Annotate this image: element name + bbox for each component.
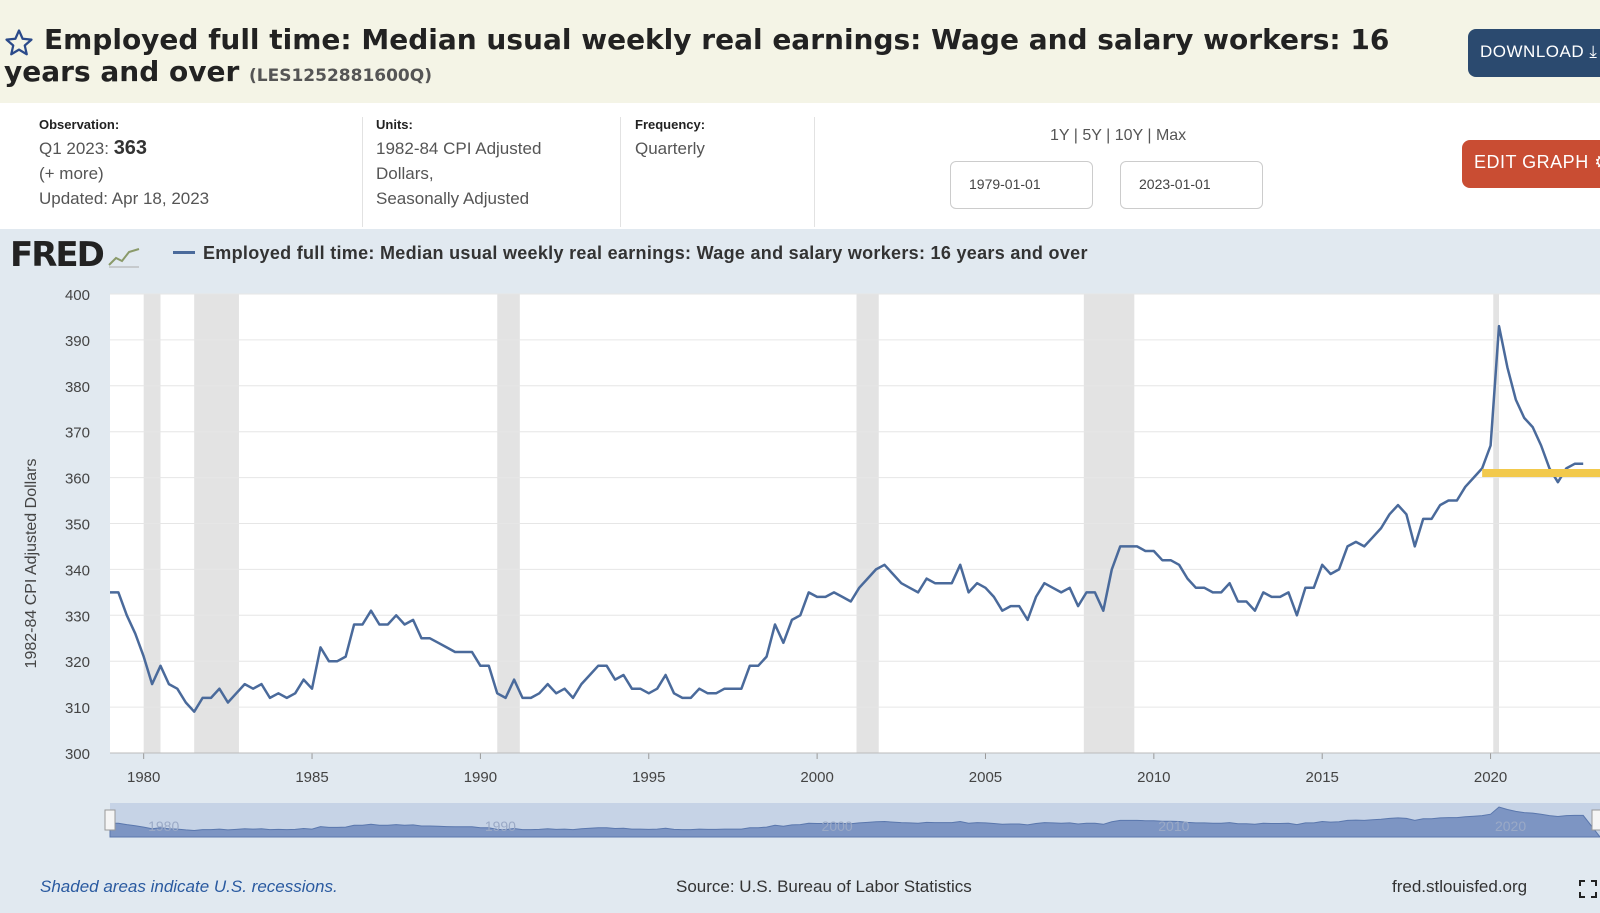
x-tick-label: 2020 xyxy=(1474,769,1507,786)
navigator-tick-label: 2020 xyxy=(1495,818,1526,834)
x-tick-label: 2000 xyxy=(800,769,833,786)
y-tick-label: 360 xyxy=(65,471,90,488)
y-tick-label: 300 xyxy=(65,746,90,763)
y-tick-label: 380 xyxy=(65,379,90,396)
chart-legend: Employed full time: Median usual weekly … xyxy=(173,243,1088,264)
recession-note: Shaded areas indicate U.S. recessions. xyxy=(40,877,338,896)
edit-graph-button[interactable]: EDIT GRAPH ⚙ xyxy=(1462,140,1600,188)
range-separator: | xyxy=(1106,127,1111,144)
series-line xyxy=(110,324,1584,713)
observation-block: Observation: Q1 2023: 363 (+ more) Updat… xyxy=(39,117,209,211)
download-label: DOWNLOAD xyxy=(1480,42,1585,61)
y-tick-label: 400 xyxy=(65,287,90,304)
units-line-1: 1982-84 CPI Adjusted xyxy=(376,139,542,158)
source-note: Source: U.S. Bureau of Labor Statistics xyxy=(676,877,972,896)
navigator-tick-label: 1980 xyxy=(148,818,179,834)
navigator-tick-label: 1990 xyxy=(485,818,516,834)
trend-icon xyxy=(108,247,140,267)
observation-value: 363 xyxy=(113,137,148,159)
edit-graph-label: EDIT GRAPH xyxy=(1474,152,1589,172)
legend-label: Employed full time: Median usual weekly … xyxy=(203,243,1088,263)
site-link[interactable]: fred.stlouisfed.org xyxy=(1392,877,1528,896)
range-5y-link[interactable]: 5Y xyxy=(1082,127,1102,144)
navigator-handle-right[interactable] xyxy=(1591,809,1600,831)
chart-area: 300 310 320 330 340 350 360 370 380 390 400 1980 198… xyxy=(0,229,1600,913)
units-block: Units: 1982-84 CPI Adjusted Dollars, Sea… xyxy=(376,117,541,211)
range-1y-link[interactable]: 1Y xyxy=(1050,127,1070,144)
x-tick-label: 1995 xyxy=(632,769,665,786)
observation-label: Observation: xyxy=(39,117,120,132)
navigator-handle-left[interactable] xyxy=(104,809,116,831)
range-separator: | xyxy=(1147,127,1152,144)
range-links: 1Y | 5Y | 10Y | Max xyxy=(1050,127,1186,145)
range-10y-link[interactable]: 10Y xyxy=(1114,127,1143,144)
x-tick-label: 1980 xyxy=(127,769,160,786)
frequency-value: Quarterly xyxy=(635,139,705,158)
y-tick-label: 370 xyxy=(65,425,90,442)
series-title: Employed full time: Median usual weekly … xyxy=(4,23,1390,88)
series-id: (LES1252881600Q) xyxy=(249,66,432,86)
navigator-tick-label: 2010 xyxy=(1158,818,1189,834)
x-tick-label: 2010 xyxy=(1137,769,1170,786)
star-outline-icon[interactable] xyxy=(4,28,34,58)
navigator-tick-label: 2000 xyxy=(822,818,853,834)
page-title: Employed full time: Median usual weekly … xyxy=(4,24,1444,92)
legend-swatch xyxy=(173,250,195,254)
units-label: Units: xyxy=(376,117,413,132)
frequency-block: Frequency: Quarterly xyxy=(635,117,705,161)
gear-icon: ⚙ xyxy=(1594,152,1600,172)
y-tick-label: 340 xyxy=(65,562,90,579)
x-tick-label: 2005 xyxy=(969,769,1002,786)
updated-date: Updated: Apr 18, 2023 xyxy=(39,189,210,208)
observation-period: Q1 2023: xyxy=(39,139,109,158)
y-tick-label: 320 xyxy=(65,654,90,671)
download-icon: ⤓ xyxy=(1589,42,1598,61)
fred-logo-text: FRED xyxy=(10,235,105,275)
navigator-area xyxy=(109,806,1600,838)
date-from-input[interactable]: 1979-01-01 xyxy=(950,161,1093,209)
date-to-input[interactable]: 2023-01-01 xyxy=(1120,161,1263,209)
more-link[interactable]: (+ more) xyxy=(39,164,104,183)
divider xyxy=(814,117,815,227)
title-bar: Employed full time: Median usual weekly … xyxy=(0,0,1600,103)
y-axis-label: 1982-84 CPI Adjusted Dollars xyxy=(23,459,40,669)
units-line-2: Dollars, xyxy=(376,164,434,183)
chart-svg: 300 310 320 330 340 350 360 370 380 390 400 1980 198… xyxy=(23,287,1600,838)
divider xyxy=(620,117,621,227)
units-line-3: Seasonally Adjusted xyxy=(376,189,530,208)
y-tick-label: 390 xyxy=(65,333,90,350)
range-separator: | xyxy=(1073,127,1078,144)
download-button[interactable]: DOWNLOAD ⤓ xyxy=(1468,29,1600,77)
y-tick-label: 350 xyxy=(65,517,90,534)
x-tick-label: 2015 xyxy=(1306,769,1339,786)
meta-bar: Observation: Q1 2023: 363 (+ more) Updat… xyxy=(0,103,1600,229)
fullscreen-icon[interactable] xyxy=(1578,879,1598,899)
divider xyxy=(362,117,363,227)
fred-logo: FRED xyxy=(10,235,141,275)
range-max-link[interactable]: Max xyxy=(1155,127,1187,144)
x-tick-label: 1985 xyxy=(295,769,328,786)
observation-value-line: Q1 2023: 363 xyxy=(39,136,209,161)
y-tick-label: 310 xyxy=(65,700,90,717)
frequency-label: Frequency: xyxy=(635,117,706,132)
y-tick-label: 330 xyxy=(65,608,90,625)
x-tick-label: 1990 xyxy=(464,769,497,786)
